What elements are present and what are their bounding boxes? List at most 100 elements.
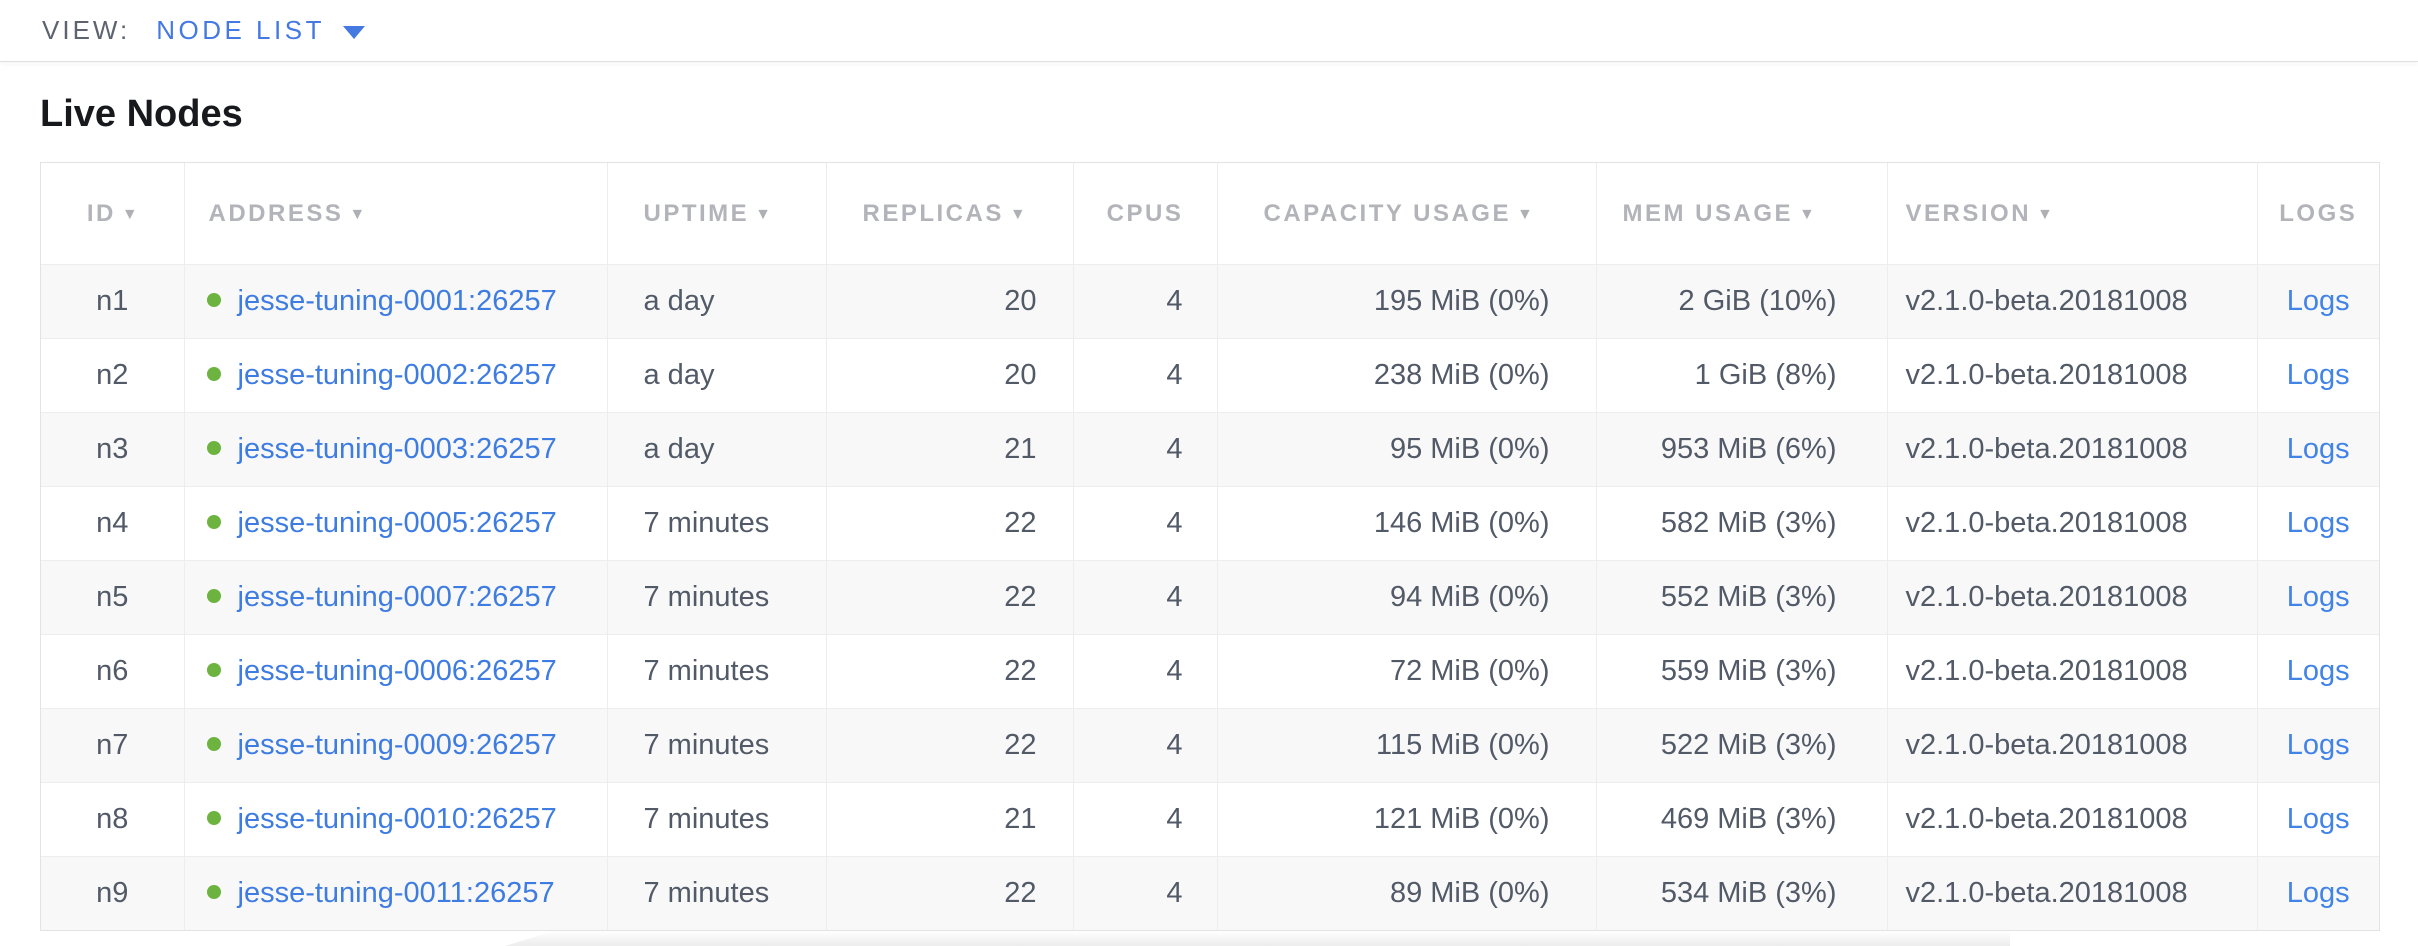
column-header-address[interactable]: ADDRESS ▼	[184, 163, 608, 265]
cell-capacity-usage: 146 MiB (0%)	[1217, 486, 1597, 561]
caret-down-icon	[342, 25, 365, 39]
view-selector-dropdown[interactable]: NODE LIST	[156, 15, 365, 46]
cell-uptime: 7 minutes	[607, 634, 827, 709]
view-bar: VIEW: NODE LIST	[0, 0, 2418, 62]
cell-address: jesse-tuning-0005:26257	[184, 486, 608, 561]
logs-link[interactable]: Logs	[2286, 359, 2350, 391]
column-header-uptime[interactable]: UPTIME ▼	[607, 163, 827, 265]
cell-uptime: 7 minutes	[607, 782, 827, 857]
cell-address: jesse-tuning-0010:26257	[184, 782, 608, 857]
cell-capacity-usage: 238 MiB (0%)	[1217, 338, 1597, 413]
table-body: n1 jesse-tuning-0001:26257 a day 20 4 19…	[41, 264, 2379, 930]
logs-link[interactable]: Logs	[2286, 285, 2350, 317]
table-row: n4 jesse-tuning-0005:26257 7 minutes 22 …	[41, 486, 2379, 561]
logs-link[interactable]: Logs	[2286, 655, 2350, 687]
cell-address: jesse-tuning-0001:26257	[184, 264, 608, 339]
cell-uptime: a day	[607, 338, 827, 413]
logs-link[interactable]: Logs	[2286, 877, 2350, 909]
cell-replicas: 22	[826, 708, 1074, 783]
column-header-version[interactable]: VERSION ▼	[1887, 163, 2258, 265]
cell-mem-usage: 534 MiB (3%)	[1596, 856, 1888, 930]
live-status-icon	[206, 367, 221, 382]
cell-version: v2.1.0-beta.20181008	[1887, 338, 2258, 413]
cell-version: v2.1.0-beta.20181008	[1887, 708, 2258, 783]
cell-replicas: 22	[826, 634, 1074, 709]
live-status-icon	[206, 885, 221, 900]
cell-node-id: n8	[41, 782, 185, 857]
cell-capacity-usage: 89 MiB (0%)	[1217, 856, 1597, 930]
cell-replicas: 21	[826, 412, 1074, 487]
sort-triangle-icon: ▼	[1799, 205, 1815, 223]
cell-address: jesse-tuning-0009:26257	[184, 708, 608, 783]
sort-triangle-icon: ▼	[349, 205, 366, 223]
below-fold-shadow	[505, 931, 2010, 946]
address-link[interactable]: jesse-tuning-0010:26257	[237, 803, 557, 835]
cell-cpus: 4	[1073, 634, 1218, 709]
cell-logs: Logs	[2257, 856, 2379, 930]
logs-link[interactable]: Logs	[2286, 507, 2350, 539]
table-row: n6 jesse-tuning-0006:26257 7 minutes 22 …	[41, 634, 2379, 709]
logs-link[interactable]: Logs	[2286, 729, 2350, 761]
logs-link[interactable]: Logs	[2286, 803, 2350, 835]
column-header-replicas[interactable]: REPLICAS ▼	[826, 163, 1074, 265]
cell-replicas: 22	[826, 486, 1074, 561]
table-row: n2 jesse-tuning-0002:26257 a day 20 4 23…	[41, 338, 2379, 413]
table-header-row: ID▼ ADDRESS▼ UPTIME▼ REPLICAS▼ CPUS▼ CAP…	[41, 163, 2379, 265]
column-header-cpus: CPUS▼	[1073, 163, 1218, 265]
table-row: n9 jesse-tuning-0011:26257 7 minutes 22 …	[41, 856, 2379, 930]
cell-cpus: 4	[1073, 412, 1218, 487]
cell-address: jesse-tuning-0006:26257	[184, 634, 608, 709]
cell-capacity-usage: 95 MiB (0%)	[1217, 412, 1597, 487]
cell-mem-usage: 469 MiB (3%)	[1596, 782, 1888, 857]
live-nodes-table: ID▼ ADDRESS▼ UPTIME▼ REPLICAS▼ CPUS▼ CAP…	[40, 162, 2380, 931]
cell-mem-usage: 552 MiB (3%)	[1596, 560, 1888, 635]
cell-cpus: 4	[1073, 486, 1218, 561]
cell-capacity-usage: 195 MiB (0%)	[1217, 264, 1597, 339]
cell-replicas: 21	[826, 782, 1074, 857]
column-header-logs: LOGS▼	[2257, 163, 2379, 265]
address-link[interactable]: jesse-tuning-0007:26257	[237, 581, 557, 613]
column-header-mem-usage[interactable]: MEM USAGE ▼	[1596, 163, 1888, 265]
cell-cpus: 4	[1073, 708, 1218, 783]
cell-capacity-usage: 72 MiB (0%)	[1217, 634, 1597, 709]
cell-uptime: 7 minutes	[607, 560, 827, 635]
cell-node-id: n3	[41, 412, 185, 487]
page-title: Live Nodes	[40, 93, 243, 135]
cell-logs: Logs	[2257, 264, 2379, 339]
table-row: n3 jesse-tuning-0003:26257 a day 21 4 95…	[41, 412, 2379, 487]
address-link[interactable]: jesse-tuning-0001:26257	[237, 285, 557, 317]
cell-node-id: n4	[41, 486, 185, 561]
sort-triangle-icon: ▼	[1516, 205, 1533, 223]
sort-triangle-icon: ▼	[1009, 205, 1026, 223]
live-status-icon	[206, 293, 221, 308]
column-header-id[interactable]: ID ▼	[41, 163, 185, 265]
cell-mem-usage: 522 MiB (3%)	[1596, 708, 1888, 783]
live-status-icon	[206, 663, 221, 678]
column-header-capacity-usage[interactable]: CAPACITY USAGE ▼	[1217, 163, 1597, 265]
cell-version: v2.1.0-beta.20181008	[1887, 412, 2258, 487]
cell-node-id: n2	[41, 338, 185, 413]
address-link[interactable]: jesse-tuning-0005:26257	[237, 507, 557, 539]
address-link[interactable]: jesse-tuning-0003:26257	[237, 433, 557, 465]
address-link[interactable]: jesse-tuning-0009:26257	[237, 729, 557, 761]
address-link[interactable]: jesse-tuning-0011:26257	[237, 877, 555, 909]
logs-link[interactable]: Logs	[2286, 581, 2350, 613]
table-row: n5 jesse-tuning-0007:26257 7 minutes 22 …	[41, 560, 2379, 635]
cell-replicas: 20	[826, 264, 1074, 339]
cell-logs: Logs	[2257, 634, 2379, 709]
cell-node-id: n1	[41, 264, 185, 339]
cell-node-id: n6	[41, 634, 185, 709]
address-link[interactable]: jesse-tuning-0006:26257	[237, 655, 557, 687]
view-selected-value: NODE LIST	[156, 15, 325, 45]
cell-version: v2.1.0-beta.20181008	[1887, 264, 2258, 339]
cell-mem-usage: 2 GiB (10%)	[1596, 264, 1888, 339]
cell-cpus: 4	[1073, 560, 1218, 635]
cell-logs: Logs	[2257, 708, 2379, 783]
logs-link[interactable]: Logs	[2286, 433, 2350, 465]
live-status-icon	[206, 441, 221, 456]
cell-mem-usage: 582 MiB (3%)	[1596, 486, 1888, 561]
live-status-icon	[206, 515, 221, 530]
cell-uptime: 7 minutes	[607, 856, 827, 930]
cell-replicas: 22	[826, 856, 1074, 930]
address-link[interactable]: jesse-tuning-0002:26257	[237, 359, 557, 391]
